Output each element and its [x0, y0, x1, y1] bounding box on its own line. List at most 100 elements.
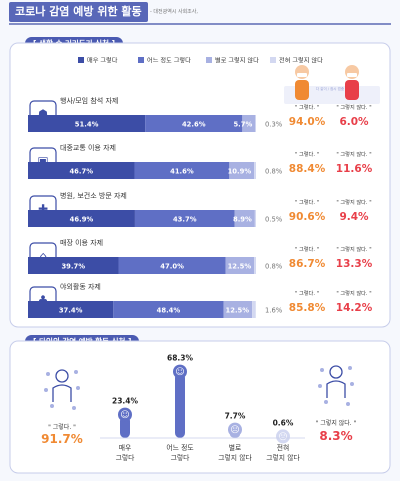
bar-segment — [28, 210, 135, 227]
mask-icon — [297, 73, 307, 77]
virus-dot — [44, 388, 48, 392]
summary-yes-value: 90.6% — [289, 211, 326, 223]
category-icon-glyph: ⌂ — [39, 249, 47, 263]
summary-no-value: 9.4% — [339, 211, 369, 223]
category-icon-glyph: ☗ — [38, 107, 49, 121]
virus-dot — [346, 402, 350, 406]
face-icon — [228, 422, 242, 437]
person-body — [326, 380, 346, 398]
summary-yes-value: 94.0% — [289, 116, 326, 128]
bar-value-label: 12.5% — [228, 263, 252, 271]
person-body — [345, 80, 359, 100]
summary-yes-label: " 그렇다. " — [295, 150, 319, 158]
category-label: 대중교통 이용 자제 — [60, 143, 116, 152]
legend-label: 전혀 그렇지 않다 — [279, 57, 323, 65]
bar-segment — [252, 301, 256, 318]
bar-segment — [145, 115, 243, 132]
face-icon-glyph: ☹ — [230, 425, 239, 436]
summary-no-label: " 그렇지 않다. " — [336, 150, 371, 158]
total-no-label: " 그렇지 않다. " — [316, 419, 357, 427]
bar-segment — [225, 257, 255, 274]
bar-value-label: 37.4% — [59, 307, 83, 315]
summary-no-value: 6.0% — [339, 116, 369, 128]
summary-yes-label: " 그렇다. " — [295, 198, 319, 206]
summary-no-value: 13.3% — [336, 258, 373, 270]
bar-value-label: 5.7% — [233, 121, 252, 129]
lollipop-category-label: 어느 정도 — [166, 443, 193, 452]
face-icon — [276, 429, 290, 444]
summary-yes-value: 85.8% — [289, 302, 326, 314]
virus-dot — [50, 404, 54, 408]
person-body — [295, 80, 309, 100]
bar-segment — [134, 162, 230, 179]
bar-value-label: 46.9% — [70, 216, 94, 224]
bar-value-label: 48.4% — [157, 307, 181, 315]
category-label: 야외활동 자제 — [60, 282, 101, 291]
bar-value-label: 47.0% — [160, 263, 184, 271]
category-label: 행사/모임 참석 자제 — [60, 96, 118, 105]
face-icon — [118, 407, 132, 422]
virus-dot — [348, 366, 352, 370]
summary-no-value: 14.2% — [336, 302, 373, 314]
bar-row: ☗ 행사/모임 참석 자제 51.4% 42.6% 5.7% 0.3% " 그렇다. " 94… — [28, 96, 372, 132]
total-no-value: 8.3% — [319, 429, 352, 443]
category-label: 매장 이용 자제 — [60, 238, 103, 247]
total-yes-value: 91.7% — [41, 432, 83, 446]
masked-people-illustration: 다 같이 / 잠시 멈춤 — [284, 65, 380, 104]
bar-segment — [118, 257, 226, 274]
bar-segment — [242, 115, 256, 132]
bar-segment — [254, 162, 256, 179]
summary-no-label: " 그렇지 않다. " — [336, 198, 371, 206]
bar-value-label: 39.7% — [61, 263, 85, 271]
bar-value-label: 0.8% — [265, 263, 283, 271]
legend-swatch — [138, 57, 144, 63]
virus-dot — [74, 370, 78, 374]
bar-value-label: 1.6% — [265, 307, 283, 315]
page-title: 코로나 감염 예방 위한 활동 — [9, 2, 148, 22]
bar-value-label: 51.4% — [75, 121, 99, 129]
legend-swatch — [270, 57, 276, 63]
summary-yes-label: " 그렇다. " — [295, 245, 319, 253]
bar-value-label: 0.8% — [265, 168, 283, 176]
illustration-caption: 다 같이 / 잠시 멈춤 — [316, 86, 345, 91]
bar-segment — [28, 301, 114, 318]
bar-row: ⌂ 매장 이용 자제 39.7% 47.0% 12.5% 0.8% " 그렇다. " 86.7… — [28, 238, 373, 274]
summary-yes-value: 88.4% — [289, 163, 326, 175]
bar-row: ▣ 대중교통 이용 자제 46.7% 41.6% 10.9% 0.8% " 그렇다. " 88… — [28, 143, 373, 179]
bar-segment — [28, 257, 119, 274]
bar-segment — [254, 210, 256, 227]
lollipop-category-label: 별로 — [229, 443, 242, 452]
bar-segment — [254, 257, 256, 274]
bar-segment — [223, 301, 253, 318]
bar-row: ♣ 야외활동 자제 37.4% 48.4% 12.5% 1.6% " 그렇다. " 85.8%… — [28, 282, 373, 318]
lollipop-value-label: 23.4% — [112, 397, 139, 406]
bar-value-label: 10.9% — [228, 168, 252, 176]
bar-segment — [229, 162, 255, 179]
person-icon-yes — [44, 369, 80, 410]
source-note: - 대전광역시 사회조사, — [150, 9, 198, 15]
bar-value-label: 8.9% — [233, 216, 252, 224]
summary-no-label: " 그렇지 않다. " — [336, 289, 371, 297]
bar-segment — [28, 162, 135, 179]
virus-dot — [324, 400, 328, 404]
lollipop-bar — [175, 372, 185, 438]
bar-segment — [234, 210, 255, 227]
lollipop-category-label: 그렇지 않다 — [218, 453, 252, 462]
category-icon-glyph: ▣ — [37, 154, 48, 168]
summary-no-value: 11.6% — [336, 163, 373, 175]
summary-yes-value: 86.7% — [289, 258, 326, 270]
virus-dot — [46, 372, 50, 376]
bar-segment — [113, 301, 224, 318]
category-label: 병원, 보건소 방문 자제 — [60, 191, 127, 200]
lollipop-category-label: 그렇다 — [171, 453, 191, 462]
person-head — [55, 369, 69, 383]
person-body — [52, 384, 72, 402]
category-icon-glyph: ♣ — [38, 293, 49, 307]
section1-frame — [9, 42, 391, 328]
category-icon-glyph: ✚ — [38, 202, 48, 216]
